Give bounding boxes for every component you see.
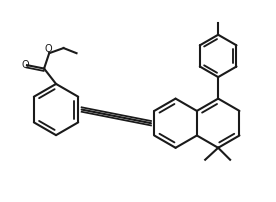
Text: O: O: [44, 44, 52, 54]
Text: O: O: [22, 60, 29, 70]
